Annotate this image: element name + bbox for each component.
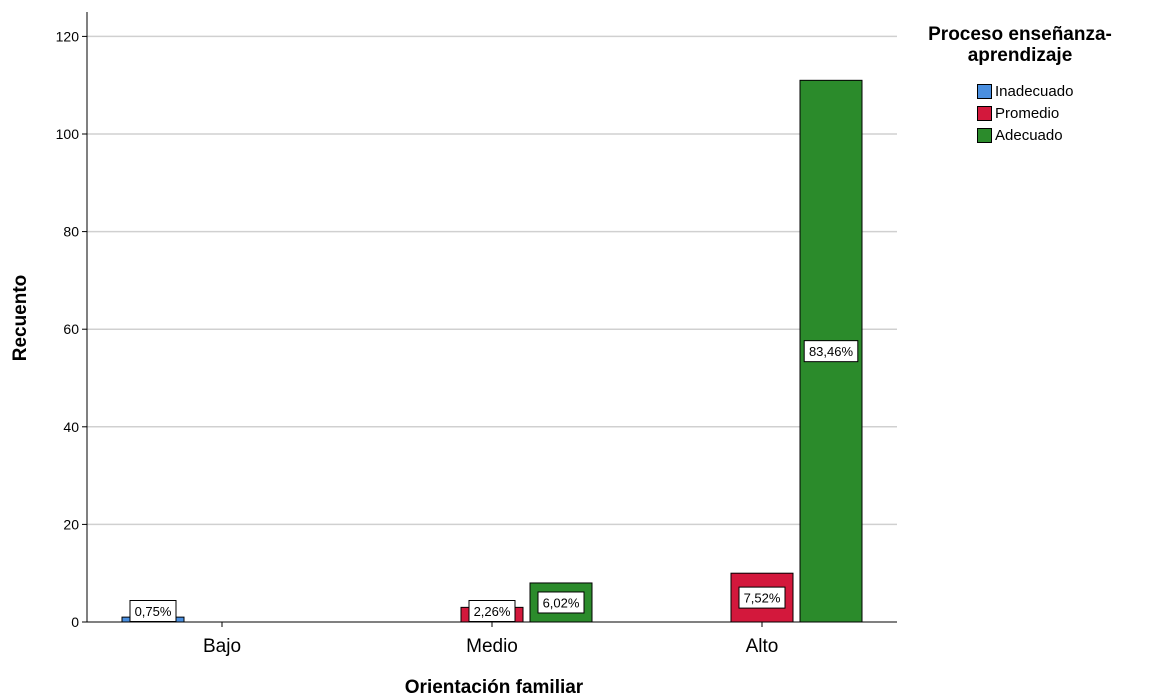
bar-chart: 0 20 40 60 80 100 120 Bajo Medio Alto 0,75% 2,26%… bbox=[10, 12, 897, 698]
data-label-box bbox=[738, 586, 786, 609]
x-tick-label: Medio bbox=[466, 636, 518, 657]
data-label: 2,26% bbox=[474, 604, 511, 619]
data-label-box bbox=[537, 591, 585, 614]
data-label-box bbox=[129, 600, 177, 622]
x-tick-label: Bajo bbox=[203, 636, 241, 657]
gridlines bbox=[87, 35, 897, 526]
y-tick-label: 120 bbox=[56, 28, 80, 44]
data-labels: 0,75% 2,26% 6,02% 7,52% 83,46% bbox=[129, 340, 859, 622]
legend-title: Proceso enseñanza-aprendizaje bbox=[928, 24, 1112, 66]
y-tick-label: 100 bbox=[56, 126, 80, 142]
data-label: 0,75% bbox=[135, 604, 172, 619]
bars bbox=[121, 79, 863, 623]
legend-swatch bbox=[977, 83, 992, 99]
y-axis-label: Recuento bbox=[10, 275, 31, 362]
legend-label: Promedio bbox=[995, 104, 1060, 122]
y-tick-label: 60 bbox=[63, 321, 79, 337]
y-tick-labels: 0 20 40 60 80 100 120 bbox=[56, 28, 80, 630]
x-axis-label: Orientación familiar bbox=[405, 677, 584, 698]
legend-item: Inadecuado bbox=[977, 80, 1151, 102]
legend-item: Adecuado bbox=[977, 124, 1151, 146]
legend-items: Inadecuado Promedio Adecuado bbox=[977, 80, 1151, 146]
data-label: 6,02% bbox=[543, 595, 580, 610]
data-label-box bbox=[803, 340, 859, 363]
x-tick-label: Alto bbox=[746, 636, 779, 657]
y-tick-label: 80 bbox=[63, 224, 79, 240]
legend-label: Inadecuado bbox=[995, 82, 1074, 100]
legend-item: Promedio bbox=[977, 102, 1151, 124]
x-tick-labels: Bajo Medio Alto bbox=[203, 636, 778, 657]
legend: Proceso enseñanza-aprendizaje Inadecuado… bbox=[905, 24, 1151, 146]
axes bbox=[82, 12, 897, 627]
legend-swatch bbox=[977, 105, 992, 121]
data-label: 83,46% bbox=[809, 344, 854, 359]
y-tick-label: 20 bbox=[63, 516, 79, 532]
data-label-box bbox=[468, 600, 516, 622]
legend-label: Adecuado bbox=[995, 126, 1063, 144]
data-label: 7,52% bbox=[744, 591, 781, 606]
legend-swatch bbox=[977, 127, 992, 143]
y-tick-label: 40 bbox=[63, 419, 79, 435]
y-tick-label: 0 bbox=[71, 614, 79, 630]
